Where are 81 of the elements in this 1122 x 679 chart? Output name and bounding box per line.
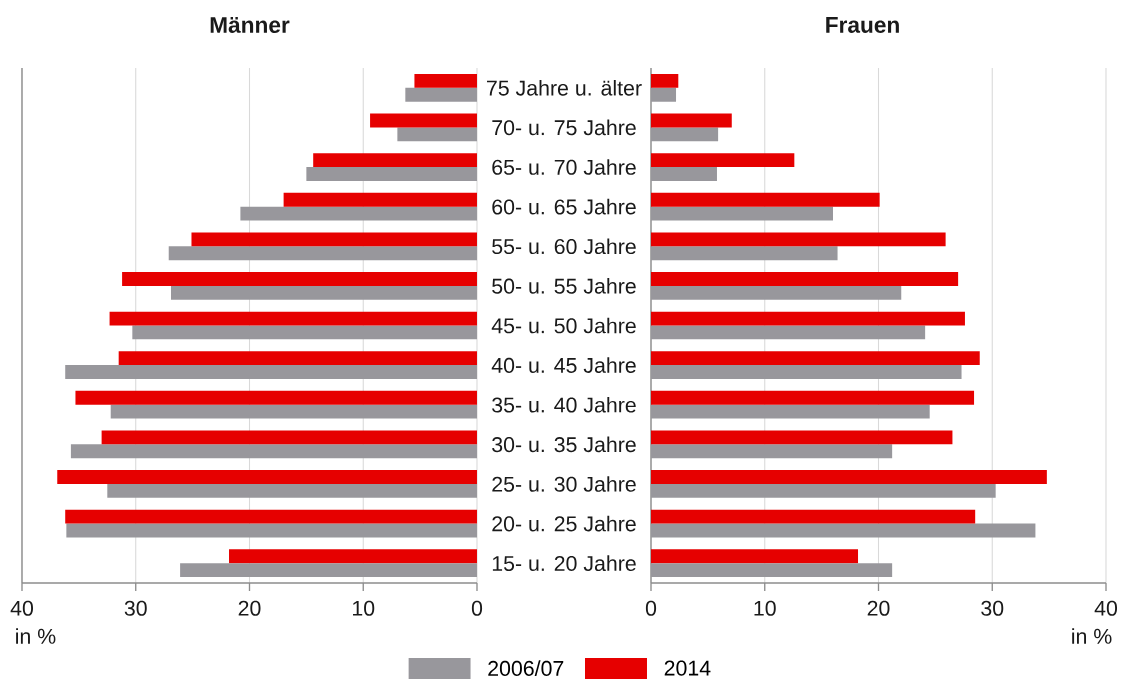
- bar: [651, 430, 953, 445]
- bar: [110, 404, 477, 419]
- bar: [57, 470, 477, 484]
- x-tick-label: 30: [124, 600, 147, 616]
- x-tick-label: 40: [10, 600, 34, 616]
- x-axis-title: in %: [16, 628, 56, 644]
- bar: [65, 365, 477, 379]
- y-tick-label: 45- u. 50 Jahre: [491, 317, 636, 334]
- bar: [651, 272, 959, 286]
- bar: [75, 390, 477, 405]
- bar: [132, 325, 477, 340]
- bar: [283, 192, 477, 207]
- bar: [122, 272, 477, 286]
- bar: [651, 483, 996, 498]
- bar: [370, 113, 477, 128]
- bar: [306, 167, 477, 181]
- x-tick-label: 20: [238, 600, 261, 616]
- y-tick-label: 20- u. 25 Jahre: [492, 515, 636, 532]
- bar: [651, 523, 1036, 538]
- y-tick-label: 40- u. 45 Jahre: [491, 357, 636, 373]
- x-tick-label: 0: [645, 600, 657, 616]
- bar: [651, 73, 679, 88]
- bar: [651, 127, 719, 142]
- bar: [651, 311, 965, 326]
- bar: [109, 311, 477, 326]
- bar: [66, 523, 477, 538]
- bar: [651, 87, 677, 102]
- bar: [651, 232, 946, 247]
- bar: [651, 153, 795, 168]
- legend-label: 2006/07: [488, 660, 564, 676]
- bar: [651, 404, 930, 419]
- bar: [414, 73, 477, 88]
- bar: [651, 192, 880, 207]
- bar: [651, 246, 838, 261]
- legend-label: 2014: [664, 660, 711, 676]
- x-tick-label: 0: [471, 600, 483, 616]
- x-tick-label: 10: [353, 600, 375, 616]
- bar: [180, 563, 477, 578]
- bar: [651, 285, 902, 300]
- chart-title: Frauen: [826, 17, 899, 33]
- bar: [405, 87, 477, 102]
- bar: [101, 430, 477, 445]
- y-tick-label: 25- u. 30 Jahre: [492, 476, 636, 492]
- bar: [651, 325, 926, 340]
- bar: [651, 549, 859, 564]
- y-tick-label: 15- u. 20 Jahre: [492, 555, 636, 572]
- bar: [168, 246, 477, 261]
- x-tick-label: 20: [867, 600, 890, 616]
- y-tick-label: 65- u. 70 Jahre: [492, 159, 636, 175]
- x-tick-label: 10: [754, 600, 776, 616]
- x-axis-title: in %: [1072, 628, 1112, 644]
- bar: [651, 563, 893, 578]
- bar: [651, 206, 833, 221]
- bar: [651, 365, 962, 379]
- x-tick-label: 40: [1094, 600, 1118, 616]
- bar: [171, 285, 477, 300]
- bar: [229, 549, 477, 564]
- y-tick-label: 70- u. 75 Jahre: [492, 119, 636, 136]
- bar: [651, 390, 975, 405]
- bar: [70, 444, 477, 459]
- y-tick-label: 50- u. 55 Jahre: [492, 278, 636, 294]
- bar: [651, 167, 717, 181]
- bar: [107, 483, 477, 498]
- bar: [313, 153, 477, 168]
- bar: [651, 444, 893, 459]
- bar: [651, 509, 976, 524]
- chart-title: Männer: [210, 17, 290, 33]
- bar: [240, 206, 477, 221]
- y-tick-label: 55- u. 60 Jahre: [492, 238, 636, 255]
- y-tick-label: 35- u. 40 Jahre: [492, 396, 636, 413]
- bar: [651, 113, 732, 128]
- bar: [65, 509, 477, 524]
- bar: [651, 351, 980, 366]
- y-tick-label: 75 Jahre u. älter: [487, 79, 642, 96]
- x-tick-label: 30: [981, 600, 1004, 616]
- bar: [651, 470, 1047, 484]
- bar: [118, 351, 477, 366]
- y-tick-label: 30- u. 35 Jahre: [492, 436, 636, 453]
- y-tick-label: 60- u. 65 Jahre: [492, 198, 636, 215]
- bar: [191, 232, 477, 247]
- bar: [397, 127, 477, 142]
